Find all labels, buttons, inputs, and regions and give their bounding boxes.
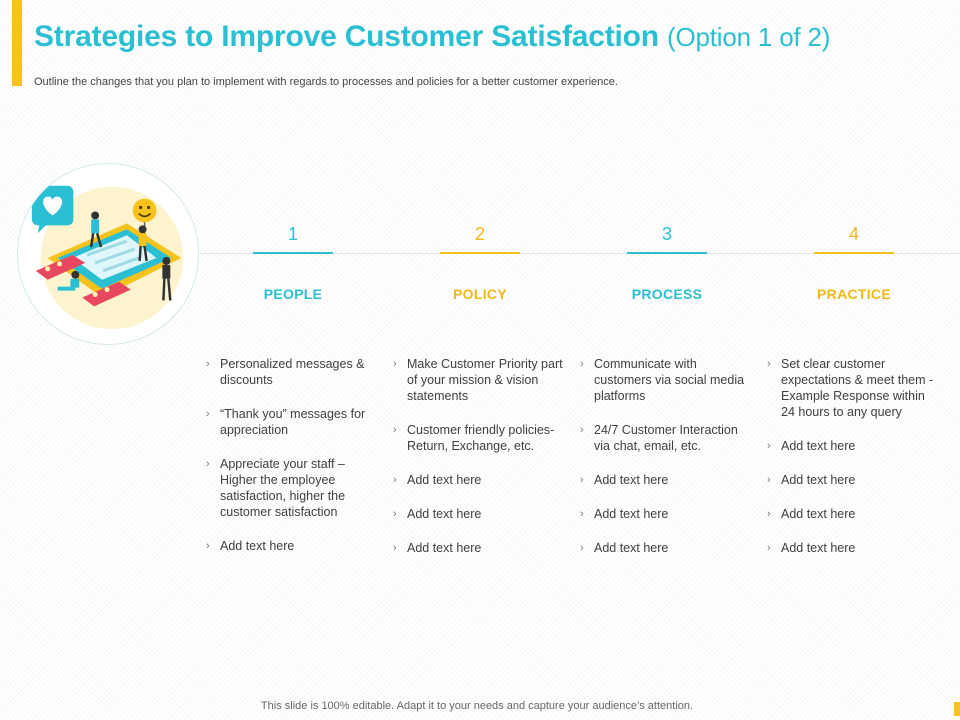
list-item-text: Communicate with customers via social me… [594,357,745,403]
list-item-text: “Thank you” messages for appreciation [220,407,366,437]
rating-stars-icon [35,254,131,307]
list-item-text: Add text here [407,541,482,555]
list-item: › Set clear customer expectations & meet … [767,356,939,420]
column-policy: 2 POLICY [395,222,565,302]
title-main: Strategies to Improve Customer Satisfact… [34,20,659,53]
page-subtitle: Outline the changes that you plan to imp… [34,76,618,88]
list-item-text: Add text here [594,507,669,521]
chevron-right-icon: › [767,542,771,554]
column-heading: PROCESS [631,286,703,302]
list-item: › Add text here [767,506,939,522]
list-item-text: Personalized messages & discounts [220,357,365,387]
column-heading: PEOPLE [263,286,323,302]
page-title: Strategies to Improve Customer Satisfact… [34,20,830,54]
list-item: › Add text here [767,540,939,556]
list-item: › “Thank you” messages for appreciation [206,406,378,438]
column-process: 3 PROCESS [582,222,752,302]
chevron-right-icon: › [206,540,210,552]
corner-accent [954,702,960,716]
chevron-right-icon: › [393,358,397,370]
list-item-text: Make Customer Priority part of your miss… [407,357,563,403]
list-item: › Add text here [393,506,565,522]
list-item-text: Appreciate your staff – Higher the emplo… [220,457,346,519]
list-item-text: Add text here [407,473,482,487]
column-people: 1 PEOPLE [208,222,378,302]
chevron-right-icon: › [767,440,771,452]
chevron-right-icon: › [206,458,210,470]
column-underline [814,252,894,254]
process-list: › Communicate with customers via social m… [580,356,752,574]
chevron-right-icon: › [767,474,771,486]
column-number: 1 [287,224,298,244]
list-item-text: Add text here [781,473,856,487]
list-item: › Make Customer Priority part of your mis… [393,356,565,404]
chevron-right-icon: › [206,408,210,420]
list-item-text: Add text here [220,539,295,553]
list-item: › Customer friendly policies- Return, Exc… [393,422,565,454]
list-item: › Appreciate your staff – Higher the empl… [206,456,378,520]
smiley-icon [132,198,157,239]
column-underline [253,252,333,254]
column-underline [440,252,520,254]
list-item-text: Add text here [781,541,856,555]
list-item-text: 24/7 Customer Interaction via chat, emai… [594,423,738,453]
list-item-text: Set clear customer expectations & meet t… [781,357,934,419]
column-heading: PRACTICE [817,286,891,302]
list-item: › Add text here [206,538,378,554]
list-item-text: Add text here [407,507,482,521]
column-practice: 4 PRACTICE [769,222,939,302]
list-item: › 24/7 Customer Interaction via chat, ema… [580,422,752,454]
illustration-svg [31,185,184,330]
column-underline [627,252,707,254]
heart-chat-icon [31,185,74,234]
chevron-right-icon: › [206,358,210,370]
list-item: › Personalized messages & discounts [206,356,378,388]
practice-list: › Set clear customer expectations & meet … [767,356,939,574]
chevron-right-icon: › [580,474,584,486]
list-item: › Add text here [767,438,939,454]
customer-illustration [17,163,199,345]
column-divider-line [196,253,960,254]
list-item-text: Add text here [594,473,669,487]
footer-note: This slide is 100% editable. Adapt it to… [260,700,694,712]
list-item-text: Add text here [781,507,856,521]
people-list: › Personalized messages & discounts › “Tha… [206,356,378,572]
list-item: › Add text here [580,472,752,488]
chevron-right-icon: › [767,508,771,520]
chevron-right-icon: › [393,474,397,486]
chevron-right-icon: › [580,508,584,520]
list-item-text: Customer friendly policies- Return, Exch… [407,423,555,453]
list-item: › Add text here [393,540,565,556]
column-number: 4 [848,224,859,244]
list-item: › Add text here [580,540,752,556]
list-item-text: Add text here [594,541,669,555]
list-item-text: Add text here [781,439,856,453]
chevron-right-icon: › [393,424,397,436]
list-item: › Communicate with customers via social m… [580,356,752,404]
column-number: 3 [661,224,672,244]
list-item: › Add text here [393,472,565,488]
chevron-right-icon: › [580,542,584,554]
chevron-right-icon: › [580,424,584,436]
column-heading: POLICY [453,286,507,302]
chevron-right-icon: › [580,358,584,370]
chevron-right-icon: › [393,508,397,520]
policy-list: › Make Customer Priority part of your mis… [393,356,565,574]
list-item: › Add text here [580,506,752,522]
column-number: 2 [474,224,485,244]
title-suffix: (Option 1 of 2) [667,22,831,52]
people-icon [57,211,172,301]
list-item: › Add text here [767,472,939,488]
title-accent-bar [12,0,22,86]
chevron-right-icon: › [393,542,397,554]
chevron-right-icon: › [767,358,771,370]
